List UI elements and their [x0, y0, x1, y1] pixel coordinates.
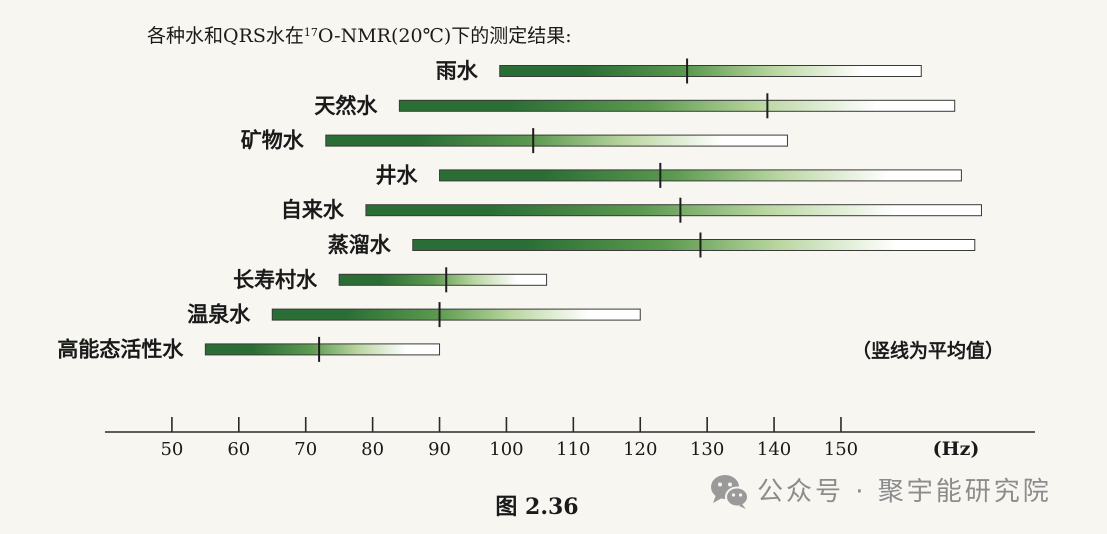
bar-row: 矿物水	[241, 128, 788, 154]
range-bar	[204, 343, 441, 356]
bar-row: 自来水	[281, 197, 982, 223]
bar-row: 井水	[376, 162, 962, 188]
range-bar	[412, 239, 976, 251]
bar-row: 蒸溜水	[328, 232, 976, 258]
x-tick-label: 120	[623, 439, 657, 460]
range-bar	[499, 65, 922, 77]
bar-row: 长寿村水	[233, 267, 548, 293]
range-bar	[398, 99, 956, 112]
range-bar	[365, 204, 982, 217]
figure-caption: 图 2.36	[495, 494, 578, 520]
bar-label: 高能态活性水	[57, 337, 184, 361]
range-bar	[439, 169, 962, 182]
watermark: 公众号 · 聚宇能研究院	[711, 475, 1052, 509]
mean-line-note: （竖线为平均值）	[852, 339, 1004, 362]
x-tick-label: 110	[556, 439, 590, 460]
chart-title-rest: O-NMR(20℃)下的测定结果:	[318, 25, 572, 47]
range-bar	[338, 273, 548, 286]
watermark-text: 公众号 · 聚宇能研究院	[757, 477, 1052, 507]
bar-row: 高能态活性水	[57, 336, 441, 362]
x-axis-unit-label: (Hz)	[933, 438, 980, 460]
bar-label: 温泉水	[187, 303, 251, 327]
x-tick-label: 140	[757, 439, 791, 460]
bar-row: 雨水	[436, 58, 922, 84]
isotope-superscript: 17	[304, 26, 318, 39]
x-axis-ticks: 50 60 70 80 90 100 110 120 130 140 150	[160, 417, 858, 460]
bar-row: 天然水	[314, 93, 956, 119]
bar-label: 矿物水	[241, 129, 305, 153]
bar-label: 井水	[376, 163, 419, 187]
x-tick-label: 70	[294, 439, 317, 460]
bar-label: 蒸溜水	[328, 233, 392, 257]
x-axis: 50 60 70 80 90 100 110 120 130 140 150 (Hz)	[105, 417, 1035, 460]
chart-title-main: 各种水和QRS水在	[147, 25, 304, 47]
x-tick-label: 90	[428, 439, 451, 460]
x-tick-label: 60	[227, 439, 250, 460]
x-tick-label: 80	[361, 439, 384, 460]
chart-title: 各种水和QRS水在17O-NMR(20℃)下的测定结果:	[147, 25, 572, 47]
bar-label: 天然水	[314, 94, 378, 118]
bar-label: 长寿村水	[233, 268, 318, 292]
range-bar	[271, 308, 641, 321]
x-tick-label: 100	[489, 439, 523, 460]
bar-label: 雨水	[436, 59, 479, 83]
bar-label: 自来水	[281, 198, 345, 222]
x-tick-label: 130	[690, 439, 724, 460]
x-tick-label: 150	[824, 439, 858, 460]
wechat-icon	[711, 475, 749, 509]
range-bar	[325, 134, 788, 147]
bar-row: 温泉水	[187, 302, 641, 328]
x-tick-label: 50	[160, 439, 183, 460]
